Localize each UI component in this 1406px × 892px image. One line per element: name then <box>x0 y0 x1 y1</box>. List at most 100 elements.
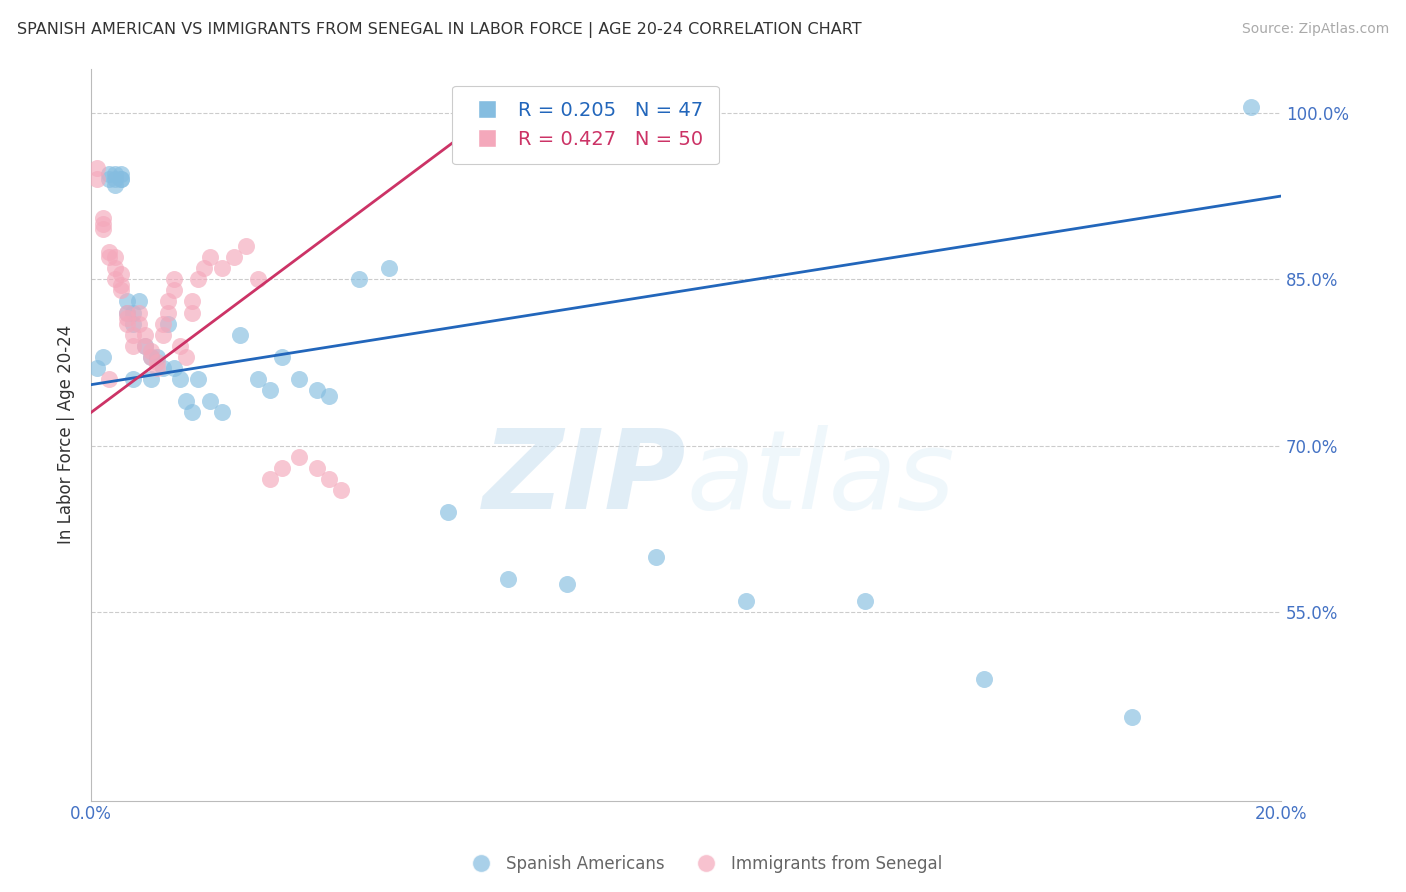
Point <box>555 577 578 591</box>
Point <box>121 339 143 353</box>
Point <box>86 172 108 186</box>
Point <box>496 572 519 586</box>
Point <box>121 372 143 386</box>
Point <box>270 350 292 364</box>
Text: atlas: atlas <box>686 425 955 532</box>
Point <box>347 272 370 286</box>
Point <box>176 394 198 409</box>
Point <box>91 350 114 364</box>
Point <box>169 339 191 353</box>
Point <box>110 277 132 292</box>
Point <box>307 460 329 475</box>
Text: SPANISH AMERICAN VS IMMIGRANTS FROM SENEGAL IN LABOR FORCE | AGE 20-24 CORRELATI: SPANISH AMERICAN VS IMMIGRANTS FROM SENE… <box>17 22 862 38</box>
Point <box>330 483 353 497</box>
Point <box>734 594 756 608</box>
Point <box>193 261 215 276</box>
Point <box>318 389 340 403</box>
Point <box>91 217 114 231</box>
Point <box>152 327 174 342</box>
Point <box>163 361 186 376</box>
Point <box>98 372 121 386</box>
Point <box>134 339 156 353</box>
Point <box>91 222 114 236</box>
Point <box>128 317 150 331</box>
Point <box>198 250 221 264</box>
Point <box>187 272 209 286</box>
Point <box>211 405 233 419</box>
Point <box>198 394 221 409</box>
Point <box>115 311 138 326</box>
Point <box>98 167 121 181</box>
Point <box>145 355 167 369</box>
Point <box>128 294 150 309</box>
Point <box>98 244 121 259</box>
Point <box>157 305 180 319</box>
Point <box>288 450 311 464</box>
Point <box>86 361 108 376</box>
Point <box>222 250 245 264</box>
Point <box>104 250 127 264</box>
Point <box>139 350 162 364</box>
Point <box>163 284 186 298</box>
Point <box>134 327 156 342</box>
Point <box>98 172 121 186</box>
Point <box>157 317 180 331</box>
Point <box>176 350 198 364</box>
Point <box>157 294 180 309</box>
Legend: R = 0.205   N = 47, R = 0.427   N = 50: R = 0.205 N = 47, R = 0.427 N = 50 <box>451 86 718 164</box>
Point <box>246 372 269 386</box>
Point <box>437 505 460 519</box>
Point <box>121 327 143 342</box>
Point <box>104 167 127 181</box>
Point <box>259 383 281 397</box>
Point <box>270 460 292 475</box>
Point <box>181 305 204 319</box>
Point <box>152 317 174 331</box>
Point <box>86 161 108 176</box>
Point <box>288 372 311 386</box>
Point <box>104 172 127 186</box>
Point <box>163 272 186 286</box>
Point <box>229 327 252 342</box>
Point <box>115 305 138 319</box>
Point <box>259 472 281 486</box>
Point <box>235 239 257 253</box>
Point <box>115 317 138 331</box>
Point <box>121 305 143 319</box>
Point <box>1121 710 1143 724</box>
Point <box>973 672 995 686</box>
Point <box>110 267 132 281</box>
Point <box>853 594 876 608</box>
Point <box>139 372 162 386</box>
Point <box>98 250 121 264</box>
Point <box>145 361 167 376</box>
Point <box>110 172 132 186</box>
Point <box>211 261 233 276</box>
Point <box>110 284 132 298</box>
Point <box>377 261 399 276</box>
Point <box>152 361 174 376</box>
Point <box>115 305 138 319</box>
Point <box>104 272 127 286</box>
Y-axis label: In Labor Force | Age 20-24: In Labor Force | Age 20-24 <box>58 325 75 544</box>
Point <box>110 167 132 181</box>
Point <box>121 317 143 331</box>
Point <box>128 305 150 319</box>
Point <box>104 178 127 192</box>
Point <box>169 372 191 386</box>
Text: ZIP: ZIP <box>482 425 686 532</box>
Point <box>1240 100 1263 114</box>
Point <box>91 211 114 226</box>
Point <box>139 344 162 359</box>
Point <box>110 172 132 186</box>
Point <box>187 372 209 386</box>
Point <box>134 339 156 353</box>
Point <box>139 350 162 364</box>
Point <box>104 261 127 276</box>
Point <box>645 549 668 564</box>
Point <box>145 350 167 364</box>
Point <box>318 472 340 486</box>
Legend: Spanish Americans, Immigrants from Senegal: Spanish Americans, Immigrants from Seneg… <box>457 848 949 880</box>
Point <box>181 294 204 309</box>
Point <box>181 405 204 419</box>
